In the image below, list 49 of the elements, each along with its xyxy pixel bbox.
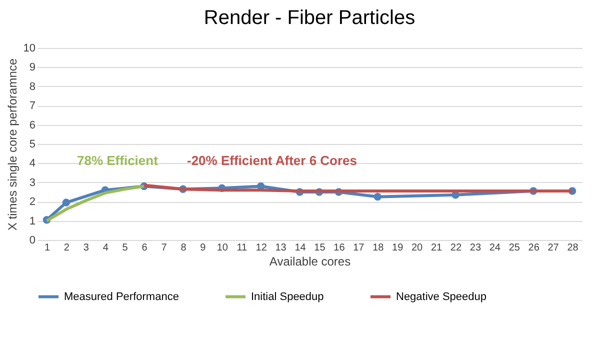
y-tick-label: 9 xyxy=(29,62,36,74)
point xyxy=(374,192,382,201)
x-tick-label: 20 xyxy=(411,242,424,254)
x-tick-label: 24 xyxy=(489,242,501,254)
x-tick-label: 14 xyxy=(294,242,306,254)
y-tick-label: 7 xyxy=(29,100,36,112)
x-axis-title: Available cores xyxy=(269,254,351,268)
annotation: 78% Efficient xyxy=(77,153,159,168)
x-tick-label: 22 xyxy=(450,242,462,254)
legend-label: Measured Performance xyxy=(64,290,179,303)
x-tick-label: 15 xyxy=(314,242,326,254)
x-tick-label: 25 xyxy=(508,242,520,254)
x-tick-label: 5 xyxy=(122,242,128,254)
y-tick-label: 5 xyxy=(29,138,36,150)
x-tick-label: 23 xyxy=(470,242,482,254)
legend-label: Initial Speedup xyxy=(251,290,324,303)
x-tick-label: 3 xyxy=(83,242,90,254)
x-tick-label: 13 xyxy=(275,242,287,254)
x-tick-label: 12 xyxy=(256,242,268,254)
x-tick-label: 4 xyxy=(102,242,109,254)
x-tick-label: 10 xyxy=(216,242,228,254)
x-tick-label: 1 xyxy=(44,242,50,254)
y-tick-label: 1 xyxy=(29,215,36,228)
x-tick-label: 26 xyxy=(528,242,540,254)
x-tick-label: 21 xyxy=(430,242,443,254)
x-tick-label: 27 xyxy=(548,242,560,254)
x-tick-label: 18 xyxy=(372,242,384,254)
y-tick-label: 10 xyxy=(23,42,36,54)
y-tick-label: 6 xyxy=(29,119,36,132)
x-tick-label: 8 xyxy=(180,242,187,254)
y-axis-title: X times single core perforamnce xyxy=(5,58,20,231)
legend-label: Negative Speedup xyxy=(396,290,487,303)
x-tick-label: 16 xyxy=(334,242,346,254)
x-tick-label: 9 xyxy=(200,242,206,254)
x-tick-label: 28 xyxy=(567,242,579,254)
x-tick-label: 19 xyxy=(392,242,404,254)
x-tick-label: 11 xyxy=(236,242,248,254)
x-tick-label: 17 xyxy=(353,242,365,254)
y-tick-label: 8 xyxy=(29,80,36,93)
x-tick-label: 2 xyxy=(64,242,70,254)
x-tick-label: 6 xyxy=(142,242,148,254)
y-tick-label: 4 xyxy=(29,158,36,170)
chart-title: Render - Fiber Particles xyxy=(204,7,416,29)
x-tick-label: 7 xyxy=(161,242,168,254)
y-tick-label: 2 xyxy=(29,196,36,208)
annotation: -20% Efficient After 6 Cores xyxy=(187,153,358,168)
y-tick-label: 0 xyxy=(29,234,36,246)
point xyxy=(62,198,70,206)
y-tick-label: 3 xyxy=(29,176,36,189)
